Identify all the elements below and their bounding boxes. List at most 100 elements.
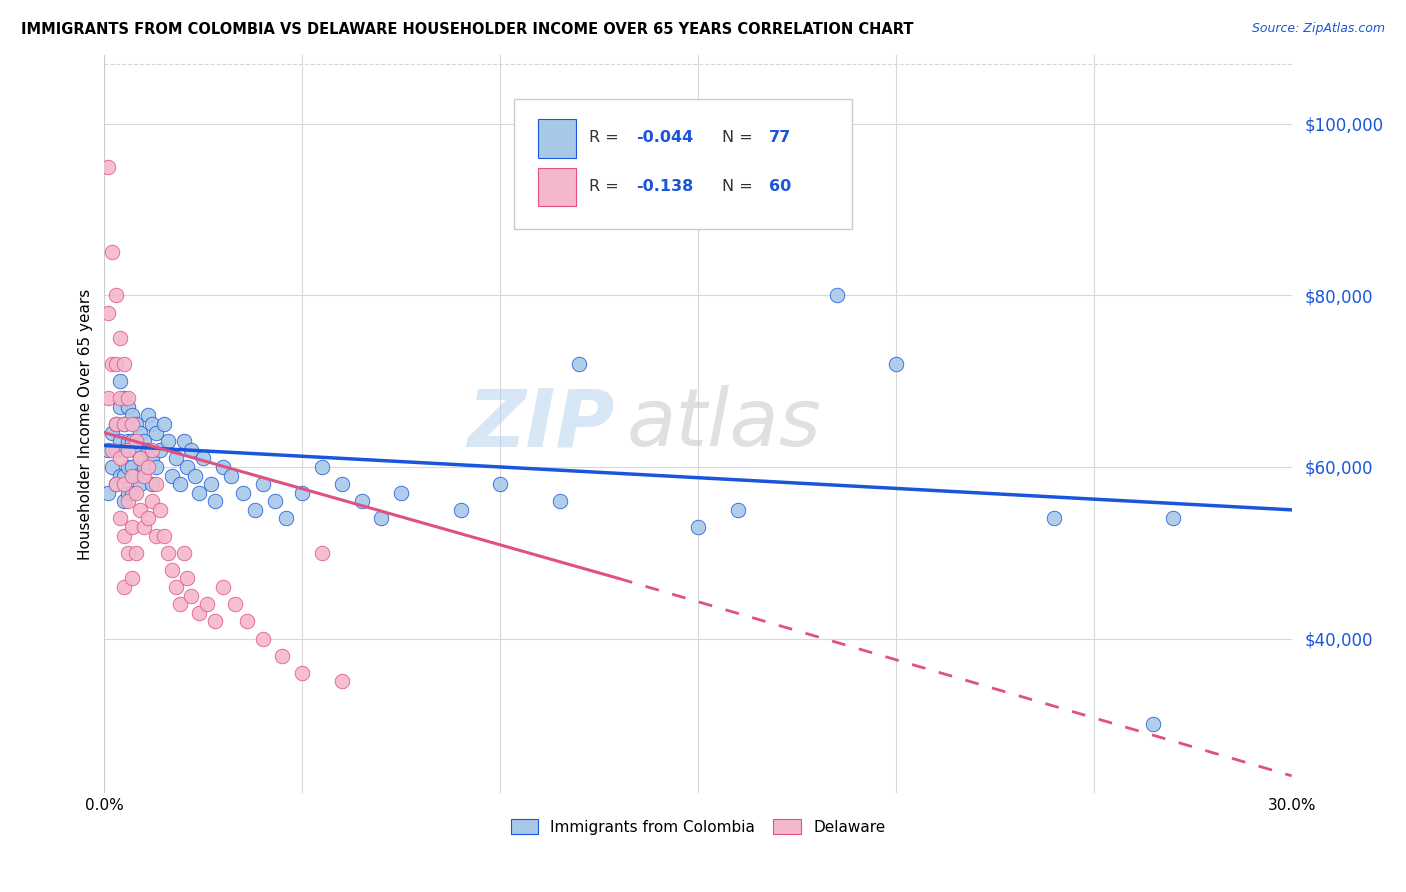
Text: IMMIGRANTS FROM COLOMBIA VS DELAWARE HOUSEHOLDER INCOME OVER 65 YEARS CORRELATIO: IMMIGRANTS FROM COLOMBIA VS DELAWARE HOU… [21,22,914,37]
Point [132,459,155,474]
Point [105,357,128,371]
Point [330,477,353,491]
Point [121,434,143,449]
Point [117,442,139,457]
Point [204,615,226,629]
Point [112,528,135,542]
Point [188,606,211,620]
Point [136,459,159,474]
Point [176,459,198,474]
Point [489,477,512,491]
Text: -0.044: -0.044 [637,130,693,145]
Point [125,442,148,457]
Point [121,520,143,534]
Point [125,468,148,483]
Point [97,305,120,319]
Point [169,477,191,491]
Point [204,494,226,508]
Point [121,468,143,483]
Point [389,485,412,500]
Point [129,451,152,466]
Point [136,409,159,423]
Point [105,288,128,302]
Point [129,503,152,517]
Point [117,494,139,508]
Point [169,597,191,611]
Point [156,546,179,560]
Point [160,468,183,483]
Point [112,442,135,457]
Point [105,477,128,491]
Point [271,648,294,663]
Point [105,417,128,431]
Point [97,442,120,457]
Point [105,442,128,457]
Text: R =: R = [589,130,624,145]
Point [132,520,155,534]
Point [121,485,143,500]
Text: 77: 77 [769,130,792,145]
Legend: Immigrants from Colombia, Delaware: Immigrants from Colombia, Delaware [505,813,891,840]
Point [149,503,172,517]
Point [132,434,155,449]
Point [193,451,215,466]
Point [145,459,167,474]
Point [152,417,174,431]
Point [141,477,163,491]
Point [105,477,128,491]
Point [232,485,254,500]
Point [112,417,135,431]
Point [117,392,139,406]
Point [125,417,148,431]
Text: 60: 60 [769,179,792,194]
Point [108,392,131,406]
Point [184,468,207,483]
Point [160,563,183,577]
Point [108,331,131,345]
Point [1161,511,1184,525]
Point [173,546,195,560]
Point [152,528,174,542]
Point [212,459,235,474]
Point [141,494,163,508]
Point [101,442,124,457]
Point [112,494,135,508]
Point [112,357,135,371]
Point [188,485,211,500]
Point [350,494,373,508]
Point [450,503,472,517]
Point [132,468,155,483]
Point [224,597,246,611]
Point [108,468,131,483]
Point [141,417,163,431]
Point [145,528,167,542]
Point [101,245,124,260]
Point [548,494,571,508]
Point [1142,717,1164,731]
Point [252,632,274,646]
Point [212,580,235,594]
Point [112,477,135,491]
Point [125,485,148,500]
Point [112,392,135,406]
Point [291,485,314,500]
Point [176,572,198,586]
Point [108,374,131,388]
Point [108,400,131,414]
Point [108,511,131,525]
Point [330,674,353,689]
Point [101,425,124,440]
Point [129,451,152,466]
Point [136,442,159,457]
Text: Source: ZipAtlas.com: Source: ZipAtlas.com [1251,22,1385,36]
Point [121,572,143,586]
Point [97,485,120,500]
Point [243,503,266,517]
Point [727,503,749,517]
Point [121,417,143,431]
Point [149,442,172,457]
Point [101,459,124,474]
Point [156,434,179,449]
Point [141,451,163,466]
Point [311,546,333,560]
